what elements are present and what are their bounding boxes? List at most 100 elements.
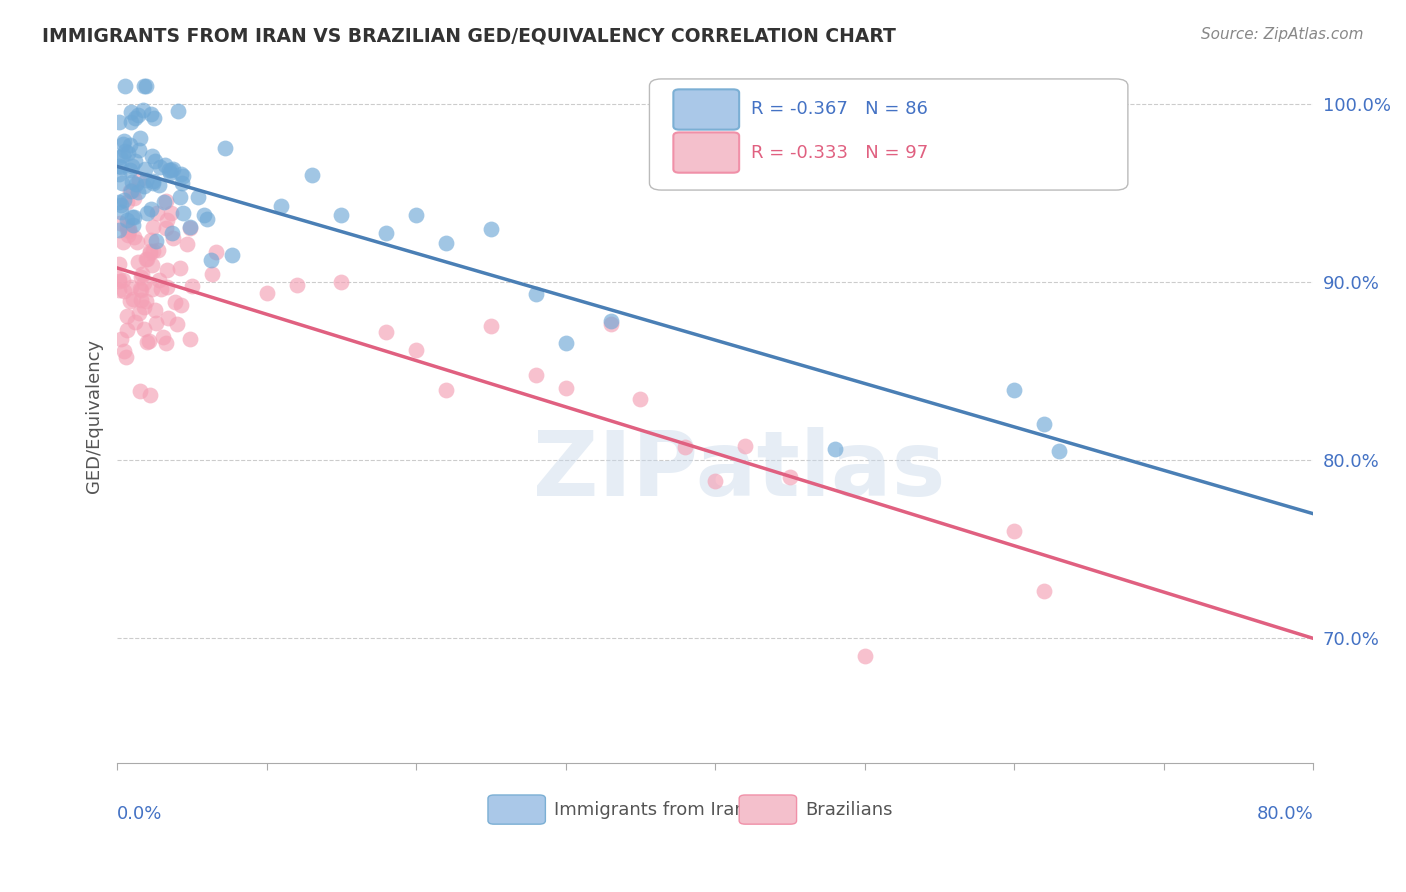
- Point: [434, 235, 457, 250]
- Point: [152, 330, 174, 344]
- Point: [301, 168, 323, 182]
- Point: [129, 293, 152, 307]
- Point: [124, 191, 146, 205]
- Point: [124, 112, 146, 126]
- Point: [112, 343, 135, 358]
- Point: [187, 190, 209, 204]
- Point: [125, 177, 148, 191]
- Point: [135, 293, 157, 308]
- Point: [1033, 584, 1056, 599]
- Point: [141, 106, 163, 120]
- Point: [169, 190, 191, 204]
- Point: [153, 158, 176, 172]
- Point: [111, 273, 134, 287]
- Point: [554, 335, 576, 350]
- Point: [120, 185, 142, 199]
- Point: [112, 148, 135, 162]
- Text: Brazilians: Brazilians: [806, 801, 893, 819]
- Point: [142, 176, 165, 190]
- Point: [599, 314, 621, 328]
- Point: [824, 442, 846, 457]
- FancyBboxPatch shape: [673, 89, 740, 129]
- Point: [128, 143, 150, 157]
- Point: [121, 211, 143, 225]
- Point: [214, 141, 236, 155]
- Point: [155, 194, 177, 209]
- FancyBboxPatch shape: [740, 795, 797, 824]
- Point: [166, 317, 188, 331]
- Point: [117, 222, 139, 236]
- Point: [330, 208, 353, 222]
- Point: [107, 195, 129, 210]
- Point: [156, 310, 179, 325]
- Point: [122, 230, 145, 244]
- Point: [221, 248, 243, 262]
- Point: [132, 79, 155, 94]
- Point: [110, 332, 132, 346]
- Point: [107, 275, 129, 289]
- Point: [117, 309, 139, 323]
- Point: [1002, 524, 1025, 538]
- Point: [141, 258, 163, 272]
- Point: [136, 252, 159, 267]
- Point: [170, 298, 193, 312]
- Point: [107, 159, 129, 173]
- Text: Source: ZipAtlas.com: Source: ZipAtlas.com: [1201, 27, 1364, 42]
- Point: [120, 138, 142, 153]
- Point: [145, 234, 167, 248]
- Point: [142, 173, 165, 187]
- Point: [127, 255, 149, 269]
- Point: [153, 194, 176, 209]
- Point: [112, 285, 135, 299]
- Point: [179, 219, 201, 234]
- Point: [115, 323, 138, 337]
- Point: [159, 162, 181, 177]
- Point: [172, 206, 194, 220]
- Point: [1047, 444, 1070, 458]
- Point: [181, 278, 204, 293]
- Point: [129, 283, 152, 297]
- Point: [162, 161, 184, 176]
- Point: [107, 283, 129, 297]
- Point: [779, 470, 801, 484]
- Point: [128, 282, 150, 296]
- Point: [112, 193, 135, 207]
- Point: [128, 173, 150, 187]
- Point: [135, 79, 157, 94]
- Point: [155, 335, 177, 350]
- Point: [111, 177, 134, 191]
- Point: [156, 280, 179, 294]
- FancyBboxPatch shape: [488, 795, 546, 824]
- Point: [149, 160, 172, 174]
- Point: [479, 221, 502, 235]
- Point: [285, 277, 308, 292]
- Point: [132, 300, 155, 314]
- Point: [149, 282, 172, 296]
- Point: [146, 206, 169, 220]
- Text: R = -0.333   N = 97: R = -0.333 N = 97: [751, 144, 928, 161]
- Point: [107, 256, 129, 270]
- Point: [148, 178, 170, 193]
- Point: [162, 226, 184, 240]
- Text: 80.0%: 80.0%: [1257, 805, 1313, 822]
- Point: [156, 262, 179, 277]
- Point: [734, 440, 756, 454]
- Point: [120, 279, 142, 293]
- Point: [117, 194, 139, 209]
- Point: [554, 380, 576, 394]
- Point: [179, 221, 201, 235]
- Point: [148, 272, 170, 286]
- Point: [135, 252, 157, 266]
- Point: [143, 111, 166, 125]
- Point: [134, 322, 156, 336]
- Point: [132, 103, 155, 117]
- Point: [115, 212, 138, 227]
- Point: [121, 292, 143, 306]
- FancyBboxPatch shape: [673, 132, 740, 173]
- Point: [115, 350, 138, 364]
- Point: [176, 236, 198, 251]
- Text: IMMIGRANTS FROM IRAN VS BRAZILIAN GED/EQUIVALENCY CORRELATION CHART: IMMIGRANTS FROM IRAN VS BRAZILIAN GED/EQ…: [42, 27, 896, 45]
- Point: [204, 244, 226, 259]
- Point: [114, 79, 136, 94]
- Point: [132, 276, 155, 290]
